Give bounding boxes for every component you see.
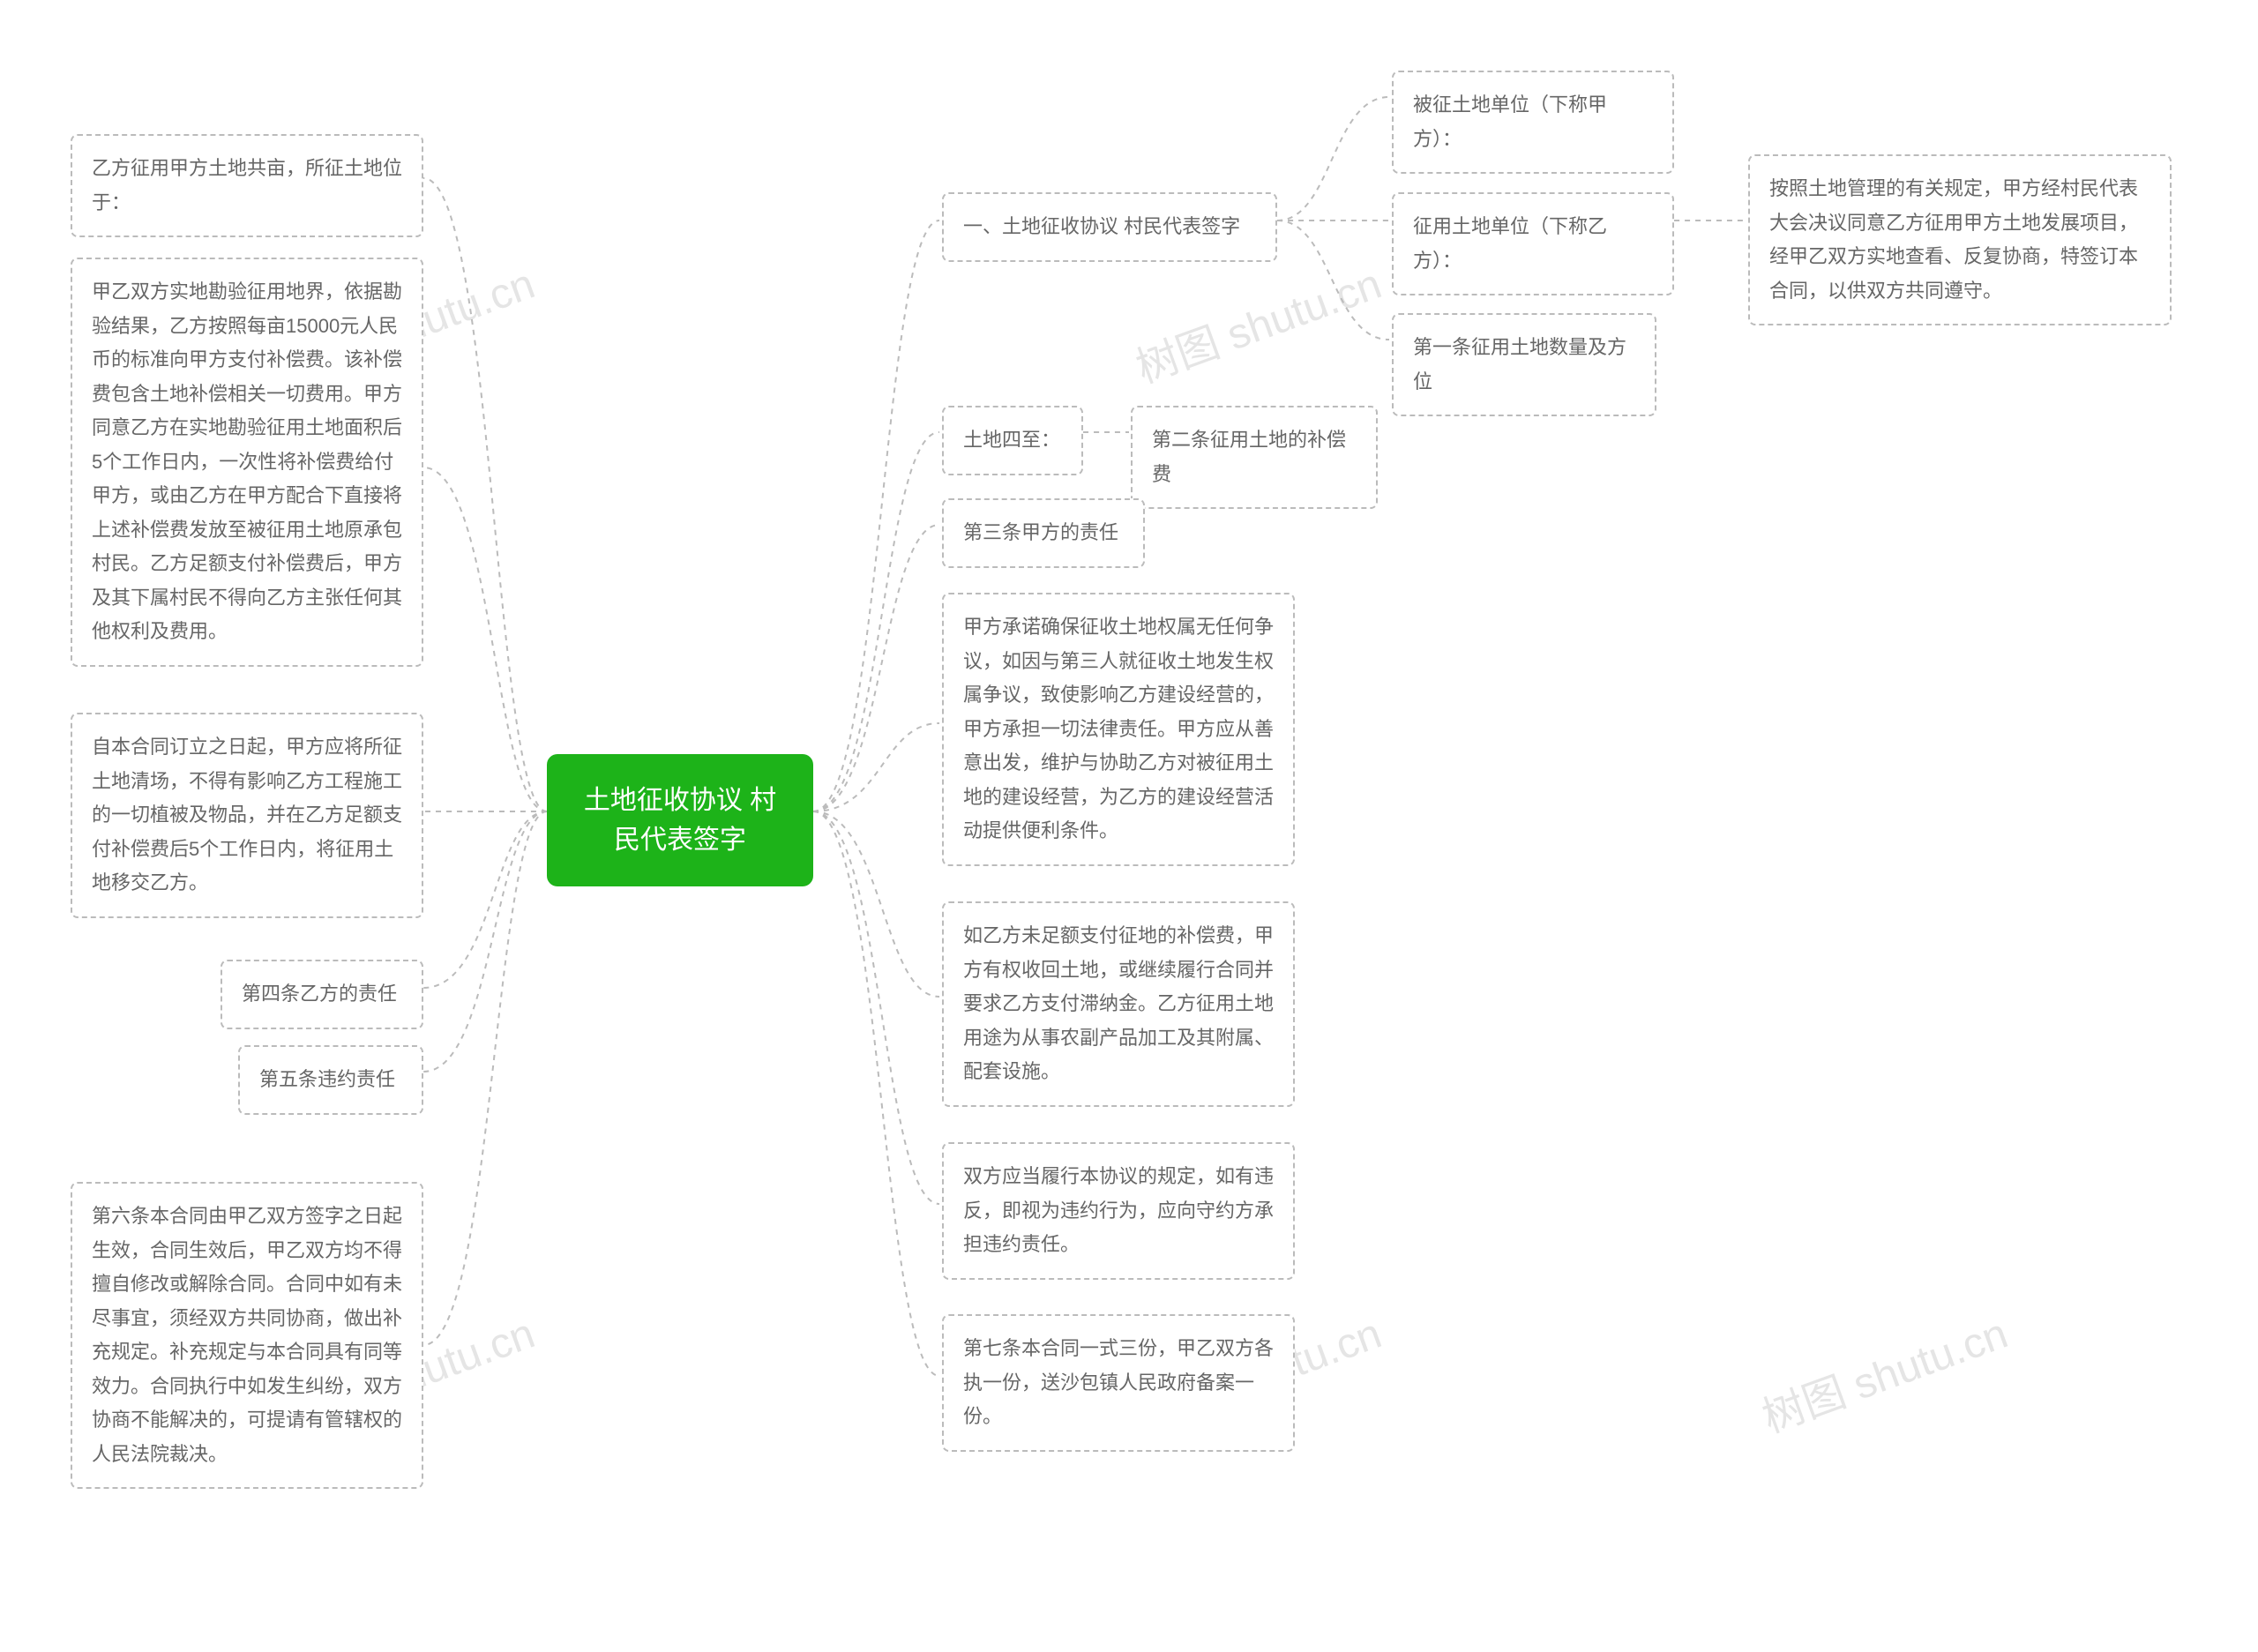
- left-node-L6: 第六条本合同由甲乙双方签字之日起生效，合同生效后，甲乙双方均不得擅自修改或解除合…: [71, 1182, 423, 1489]
- left-node-L4: 第四条乙方的责任: [221, 960, 423, 1029]
- right-node-R2: 土地四至：: [942, 406, 1083, 475]
- left-node-L1: 乙方征用甲方土地共亩，所征土地位于：: [71, 134, 423, 237]
- right-node-R3: 第三条甲方的责任: [942, 498, 1145, 568]
- right-node-R4: 甲方承诺确保征收土地权属无任何争议，如因与第三人就征收土地发生权属争议，致使影响…: [942, 593, 1295, 866]
- right-node-R5: 如乙方未足额支付征地的补偿费，甲方有权收回土地，或继续履行合同并要求乙方支付滞纳…: [942, 901, 1295, 1107]
- right-node-R1a: 被征土地单位（下称甲方）：: [1392, 71, 1674, 174]
- watermark: 树图 shutu.cn: [1753, 1298, 2015, 1444]
- right-node-R1b1: 按照土地管理的有关规定，甲方经村民代表大会决议同意乙方征用甲方土地发展项目，经甲…: [1748, 154, 2172, 325]
- right-node-R1: 一、土地征收协议 村民代表签字: [942, 192, 1277, 262]
- mindmap-root: 土地征收协议 村民代表签字: [547, 754, 813, 886]
- right-node-R1b: 征用土地单位（下称乙方）：: [1392, 192, 1674, 295]
- left-node-L3: 自本合同订立之日起，甲方应将所征土地清场，不得有影响乙方工程施工的一切植被及物品…: [71, 713, 423, 918]
- left-node-L5: 第五条违约责任: [238, 1045, 423, 1115]
- right-node-R6: 双方应当履行本协议的规定，如有违反，即视为违约行为，应向守约方承担违约责任。: [942, 1142, 1295, 1280]
- right-node-R2a: 第二条征用土地的补偿费: [1131, 406, 1378, 509]
- watermark: 树图 shutu.cn: [1126, 249, 1388, 394]
- right-node-R7: 第七条本合同一式三份，甲乙双方各执一份，送沙包镇人民政府备案一份。: [942, 1314, 1295, 1452]
- right-node-R1c: 第一条征用土地数量及方位: [1392, 313, 1656, 416]
- left-node-L2: 甲乙双方实地勘验征用地界，依据勘验结果，乙方按照每亩15000元人民币的标准向甲…: [71, 258, 423, 667]
